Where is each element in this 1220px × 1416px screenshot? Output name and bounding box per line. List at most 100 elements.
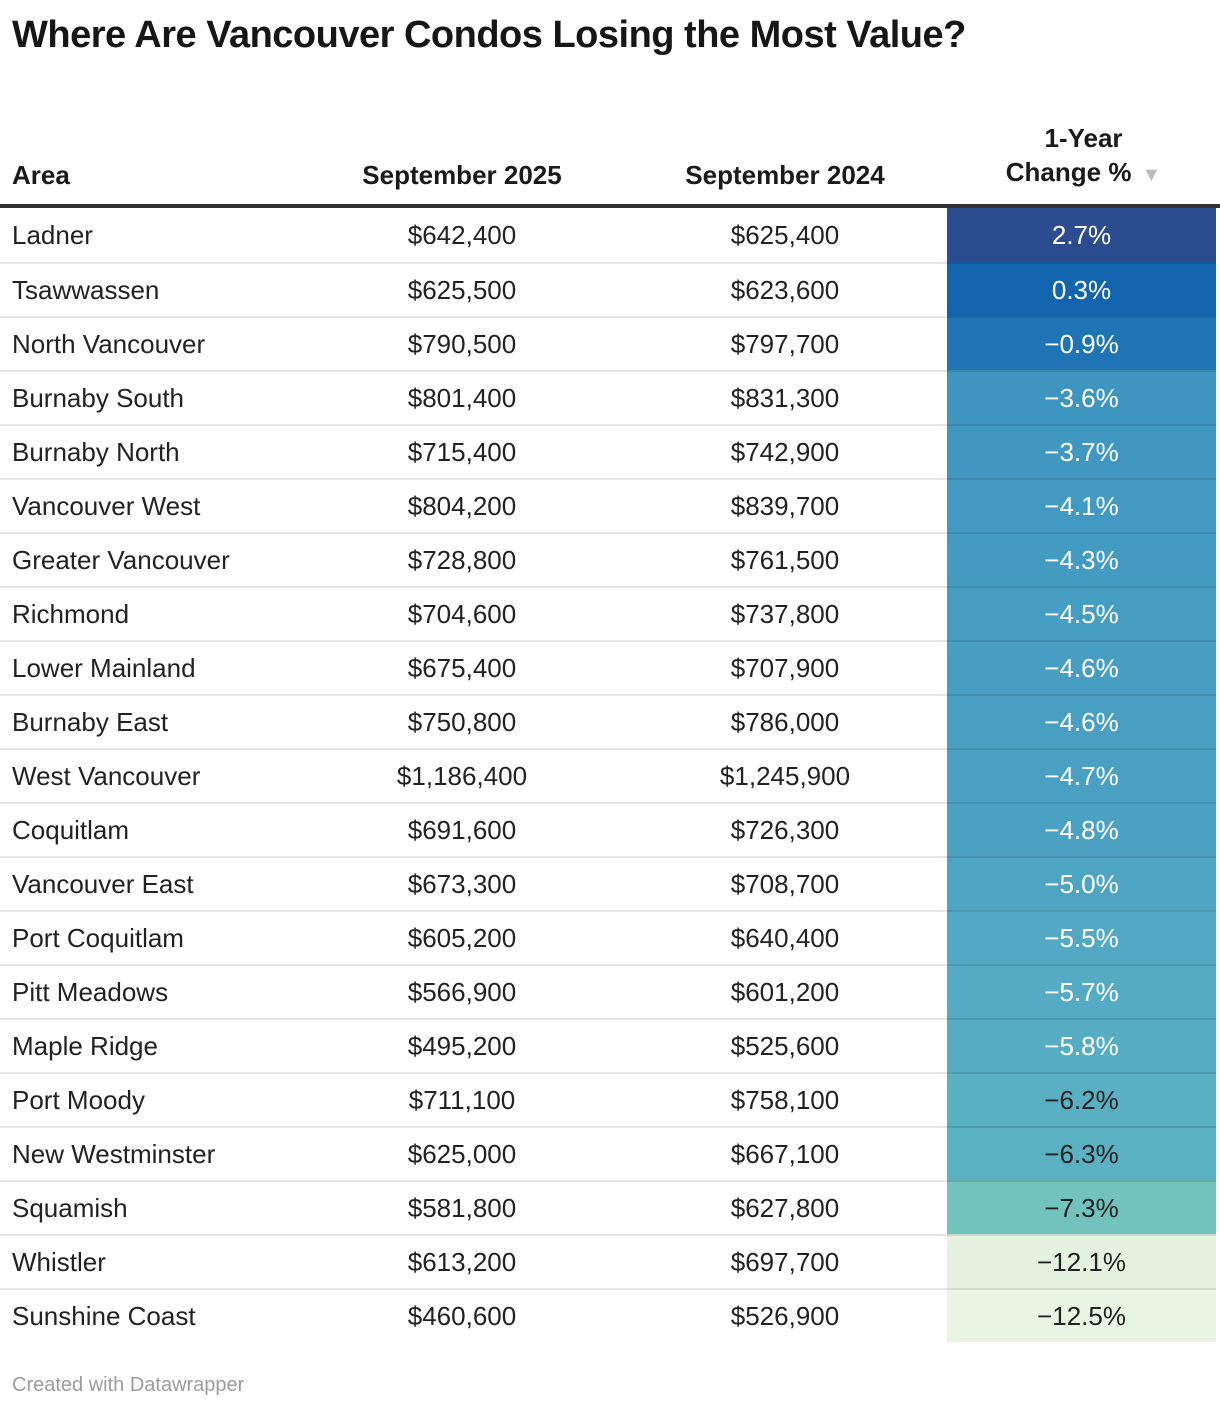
price-sep2024-cell: $640,400 — [591, 910, 947, 964]
change-cell: 2.7% — [947, 208, 1216, 262]
price-sep2024-cell: $623,600 — [591, 262, 947, 316]
page-title: Where Are Vancouver Condos Losing the Mo… — [12, 14, 966, 56]
price-sep2024-cell: $708,700 — [591, 856, 947, 910]
column-header-september-2024[interactable]: September 2024 — [685, 160, 885, 190]
change-cell: −7.3% — [947, 1180, 1216, 1234]
column-header-september-2025[interactable]: September 2025 — [362, 160, 562, 190]
table-row: Vancouver East $673,300 $708,700 −5.0% — [0, 856, 1220, 910]
area-cell: Burnaby South — [0, 370, 333, 424]
table-row: Whistler $613,200 $697,700 −12.1% — [0, 1234, 1220, 1288]
change-cell: −4.6% — [947, 640, 1216, 694]
change-cell: −5.0% — [947, 856, 1216, 910]
table-row: Burnaby South $801,400 $831,300 −3.6% — [0, 370, 1220, 424]
area-cell: Port Moody — [0, 1072, 333, 1126]
price-sep2024-cell: $525,600 — [591, 1018, 947, 1072]
table-body: Ladner $642,400 $625,400 2.7% Tsawwassen $625… — [0, 208, 1220, 1342]
price-sep2024-cell: $761,500 — [591, 532, 947, 586]
price-sep2025-cell: $804,200 — [333, 478, 591, 532]
area-cell: Burnaby North — [0, 424, 333, 478]
price-sep2025-cell: $691,600 — [333, 802, 591, 856]
price-sep2025-cell: $673,300 — [333, 856, 591, 910]
change-cell: −0.9% — [947, 316, 1216, 370]
price-sep2025-cell: $715,400 — [333, 424, 591, 478]
price-sep2025-cell: $1,186,400 — [333, 748, 591, 802]
change-cell: −4.8% — [947, 802, 1216, 856]
area-cell: Tsawwassen — [0, 262, 333, 316]
table-row: Tsawwassen $625,500 $623,600 0.3% — [0, 262, 1220, 316]
price-sep2024-cell: $742,900 — [591, 424, 947, 478]
area-cell: Squamish — [0, 1180, 333, 1234]
price-sep2025-cell: $750,800 — [333, 694, 591, 748]
table-row: North Vancouver $790,500 $797,700 −0.9% — [0, 316, 1220, 370]
change-cell: −6.2% — [947, 1072, 1216, 1126]
price-sep2025-cell: $711,100 — [333, 1072, 591, 1126]
price-sep2025-cell: $790,500 — [333, 316, 591, 370]
change-cell: −5.7% — [947, 964, 1216, 1018]
table-row: Lower Mainland $675,400 $707,900 −4.6% — [0, 640, 1220, 694]
price-sep2025-cell: $613,200 — [333, 1234, 591, 1288]
table-row: West Vancouver $1,186,400 $1,245,900 −4.7% — [0, 748, 1220, 802]
change-header-line2: Change % ▼ — [1005, 157, 1162, 187]
price-sep2024-cell: $697,700 — [591, 1234, 947, 1288]
change-cell: −3.6% — [947, 370, 1216, 424]
table-row: Squamish $581,800 $627,800 −7.3% — [0, 1180, 1220, 1234]
price-sep2025-cell: $704,600 — [333, 586, 591, 640]
table-row: Vancouver West $804,200 $839,700 −4.1% — [0, 478, 1220, 532]
price-sep2024-cell: $627,800 — [591, 1180, 947, 1234]
price-sep2024-cell: $786,000 — [591, 694, 947, 748]
change-header-line1: 1-Year — [1044, 123, 1123, 153]
column-header-area[interactable]: Area — [12, 160, 70, 190]
table-row: Port Moody $711,100 $758,100 −6.2% — [0, 1072, 1220, 1126]
table-header: Area September 2025 September 2024 1-Yea… — [0, 121, 1220, 208]
table-row: Pitt Meadows $566,900 $601,200 −5.7% — [0, 964, 1220, 1018]
table-row: Maple Ridge $495,200 $525,600 −5.8% — [0, 1018, 1220, 1072]
price-sep2025-cell: $460,600 — [333, 1288, 591, 1342]
price-sep2024-cell: $797,700 — [591, 316, 947, 370]
change-cell: −4.5% — [947, 586, 1216, 640]
area-cell: Richmond — [0, 586, 333, 640]
price-sep2025-cell: $495,200 — [333, 1018, 591, 1072]
price-sep2025-cell: $625,000 — [333, 1126, 591, 1180]
table-row: Richmond $704,600 $737,800 −4.5% — [0, 586, 1220, 640]
area-cell: Sunshine Coast — [0, 1288, 333, 1342]
price-sep2024-cell: $667,100 — [591, 1126, 947, 1180]
price-sep2024-cell: $839,700 — [591, 478, 947, 532]
price-sep2025-cell: $605,200 — [333, 910, 591, 964]
table-row: Greater Vancouver $728,800 $761,500 −4.3% — [0, 532, 1220, 586]
table-row: Burnaby North $715,400 $742,900 −3.7% — [0, 424, 1220, 478]
area-cell: Vancouver West — [0, 478, 333, 532]
area-cell: West Vancouver — [0, 748, 333, 802]
change-cell: −3.7% — [947, 424, 1216, 478]
table-row: New Westminster $625,000 $667,100 −6.3% — [0, 1126, 1220, 1180]
price-sep2025-cell: $566,900 — [333, 964, 591, 1018]
area-cell: Lower Mainland — [0, 640, 333, 694]
change-cell: −12.5% — [947, 1288, 1216, 1342]
price-sep2024-cell: $707,900 — [591, 640, 947, 694]
change-cell: −4.7% — [947, 748, 1216, 802]
price-sep2025-cell: $801,400 — [333, 370, 591, 424]
price-sep2024-cell: $526,900 — [591, 1288, 947, 1342]
price-sep2024-cell: $726,300 — [591, 802, 947, 856]
area-cell: Coquitlam — [0, 802, 333, 856]
price-sep2024-cell: $601,200 — [591, 964, 947, 1018]
price-sep2025-cell: $728,800 — [333, 532, 591, 586]
area-cell: Vancouver East — [0, 856, 333, 910]
change-cell: −4.3% — [947, 532, 1216, 586]
table-row: Burnaby East $750,800 $786,000 −4.6% — [0, 694, 1220, 748]
area-cell: Port Coquitlam — [0, 910, 333, 964]
table-row: Coquitlam $691,600 $726,300 −4.8% — [0, 802, 1220, 856]
area-cell: Whistler — [0, 1234, 333, 1288]
area-cell: Burnaby East — [0, 694, 333, 748]
table-row: Sunshine Coast $460,600 $526,900 −12.5% — [0, 1288, 1220, 1342]
column-header-change[interactable]: 1-Year Change % ▼ — [947, 121, 1220, 192]
area-cell: North Vancouver — [0, 316, 333, 370]
datawrapper-credit[interactable]: Created with Datawrapper — [12, 1374, 245, 1396]
change-cell: −5.5% — [947, 910, 1216, 964]
table-row: Ladner $642,400 $625,400 2.7% — [0, 208, 1220, 262]
area-cell: New Westminster — [0, 1126, 333, 1180]
sort-desc-icon: ▼ — [1141, 164, 1162, 186]
area-cell: Maple Ridge — [0, 1018, 333, 1072]
price-sep2025-cell: $675,400 — [333, 640, 591, 694]
price-sep2024-cell: $758,100 — [591, 1072, 947, 1126]
